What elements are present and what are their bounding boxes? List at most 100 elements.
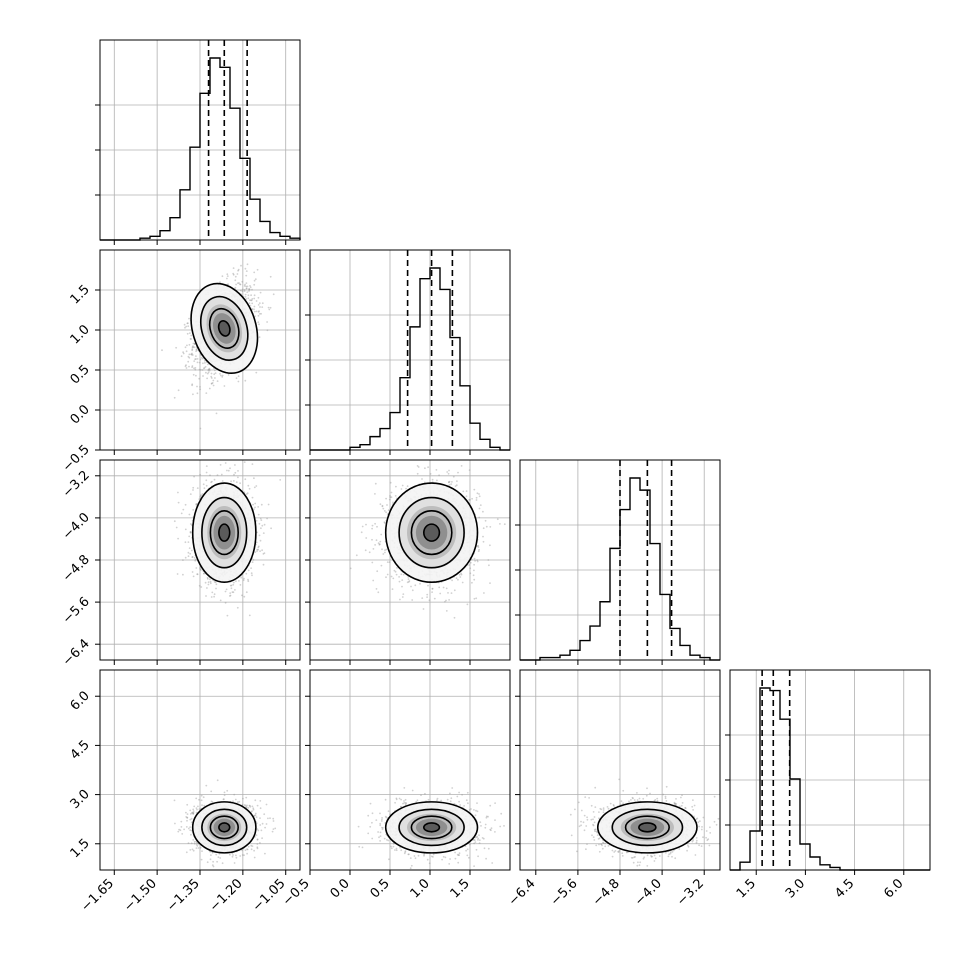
scatter-point	[254, 507, 256, 509]
scatter-point	[483, 527, 485, 529]
scatter-point	[190, 335, 192, 337]
scatter-point	[189, 332, 191, 334]
scatter-point	[246, 291, 248, 293]
scatter-point	[451, 481, 453, 483]
scatter-point	[246, 282, 248, 284]
scatter-point	[233, 474, 235, 476]
scatter-point	[253, 272, 255, 274]
scatter-point	[381, 565, 383, 567]
scatter-point	[407, 581, 409, 583]
scatter-point	[240, 284, 242, 286]
scatter-point	[228, 374, 230, 376]
scatter-point	[410, 586, 412, 588]
scatter-point	[246, 270, 248, 272]
scatter-point	[194, 560, 196, 562]
scatter-point	[192, 556, 194, 558]
scatter-point	[211, 373, 213, 375]
scatter-point	[248, 294, 250, 296]
scatter-point	[199, 369, 201, 371]
scatter-point	[473, 579, 475, 581]
scatter-point	[436, 480, 438, 482]
scatter-point	[254, 294, 256, 296]
scatter-point	[268, 309, 270, 311]
scatter-point	[446, 471, 448, 473]
scatter-point	[178, 502, 180, 504]
scatter-point	[251, 308, 253, 310]
scatter-point	[387, 561, 389, 563]
scatter-point	[392, 578, 394, 580]
scatter-point	[214, 593, 216, 595]
scatter-point	[389, 561, 391, 563]
scatter-point	[235, 580, 237, 582]
scatter-point	[200, 586, 202, 588]
scatter-point	[261, 549, 263, 551]
scatter-point	[191, 349, 193, 351]
scatter-point	[389, 499, 391, 501]
scatter-point	[436, 469, 438, 471]
scatter-point	[453, 476, 455, 478]
scatter-point	[242, 290, 244, 292]
scatter-point	[254, 306, 256, 308]
scatter-point	[235, 276, 237, 278]
scatter-point	[247, 263, 249, 265]
scatter-point	[253, 308, 255, 310]
scatter-point	[399, 581, 401, 583]
scatter-point	[188, 552, 190, 554]
scatter-point	[253, 477, 255, 479]
scatter-point	[185, 557, 187, 559]
scatter-point	[457, 472, 459, 474]
scatter-point	[386, 549, 388, 551]
scatter-point	[237, 470, 239, 472]
scatter-point	[418, 466, 420, 468]
scatter-point	[438, 587, 440, 589]
scatter-point	[462, 491, 464, 493]
scatter-point	[365, 524, 367, 526]
scatter-point	[245, 573, 247, 575]
scatter-point	[258, 297, 260, 299]
scatter-point	[266, 518, 268, 520]
scatter-point	[201, 799, 203, 801]
scatter-point	[487, 559, 489, 561]
scatter-point	[384, 552, 386, 554]
scatter-point	[181, 513, 183, 515]
scatter-point	[193, 367, 195, 369]
scatter-point	[266, 321, 268, 323]
scatter-point	[227, 615, 229, 617]
scatter-point	[193, 476, 195, 478]
scatter-point	[177, 492, 179, 494]
scatter-point	[259, 535, 261, 537]
scatter-point	[187, 322, 189, 324]
scatter-point	[234, 472, 236, 474]
scatter-point	[423, 608, 425, 610]
scatter-point	[489, 582, 491, 584]
scatter-point	[181, 355, 183, 357]
scatter-point	[254, 503, 256, 505]
scatter-point	[473, 564, 475, 566]
scatter-point	[178, 389, 180, 391]
scatter-point	[191, 384, 193, 386]
scatter-point	[417, 473, 419, 475]
scatter-point	[251, 289, 253, 291]
scatter-point	[448, 473, 450, 475]
scatter-point	[388, 509, 390, 511]
scatter-point	[260, 527, 262, 529]
scatter-point	[244, 461, 246, 463]
scatter-point	[384, 521, 386, 523]
scatter-point	[250, 294, 252, 296]
scatter-point	[249, 615, 251, 617]
scatter-point	[382, 508, 384, 510]
scatter-point	[385, 511, 387, 513]
scatter-point	[174, 397, 176, 399]
scatter-point	[270, 527, 272, 529]
scatter-point	[255, 372, 257, 374]
scatter-point	[467, 604, 469, 606]
histogram-panel	[520, 460, 720, 660]
scatter-point	[371, 562, 373, 564]
scatter-point	[185, 541, 187, 543]
scatter-point	[237, 477, 239, 479]
scatter-point	[226, 470, 228, 472]
scatter-point	[474, 560, 476, 562]
scatter-point	[456, 577, 458, 579]
scatter-point	[475, 597, 477, 599]
scatter-point	[191, 366, 193, 368]
